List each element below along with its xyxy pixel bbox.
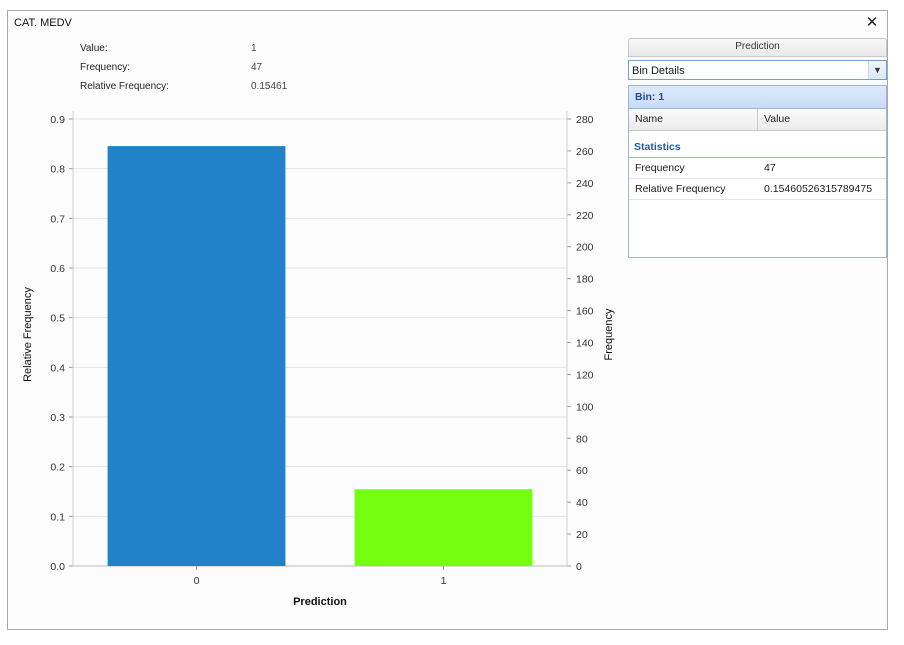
hover-frequency: 47 [251,62,263,73]
hover-info: Value: 1 Frequency: 47 Relative Frequenc… [80,43,287,93]
x-axis-title: Prediction [293,596,347,608]
y-tick-label: 0.0 [50,561,65,573]
bar [354,489,533,566]
y2-tick-label: 20 [576,529,588,541]
y2-tick-label: 260 [576,146,594,158]
y2-tick-label: 220 [576,210,594,222]
hover-frequency-label: Frequency: [80,62,131,73]
row-name: Relative Frequency [635,183,726,195]
bar [107,146,286,567]
statistics-section: Statistics [629,131,886,158]
y-tick-label: 0.6 [50,263,65,275]
close-icon[interactable]: ✕ [865,14,879,31]
hover-relfreq-label: Relative Frequency: [80,81,169,92]
hover-value-label: Value: [80,43,108,54]
y2-tick-label: 160 [576,306,594,318]
view-select[interactable]: Bin Details ▼ [628,60,887,80]
y-tick-label: 0.4 [50,362,65,374]
y2-tick-label: 200 [576,242,594,254]
view-select-value: Bin Details [632,65,685,77]
y-tick-label: 0.7 [50,213,65,225]
y2-tick-label: 0 [576,561,582,573]
y-tick-label: 0.3 [50,412,65,424]
y2-tick-label: 180 [576,274,594,286]
x-tick-label: 0 [194,575,200,587]
row-name: Frequency [635,162,685,174]
row-value: 47 [764,162,776,174]
table-row[interactable]: Frequency 47 [629,158,886,179]
y2-tick-label: 40 [576,497,588,509]
y-tick-label: 0.5 [50,313,65,325]
y-tick-label: 0.9 [50,114,65,126]
y2-tick-label: 60 [576,465,588,477]
y-tick-label: 0.2 [50,462,65,474]
hover-value: 1 [251,43,257,54]
y-tick-label: 0.1 [50,511,65,523]
y2-tick-label: 280 [576,114,594,126]
y2-axis-title: Frequency [603,308,615,360]
y-axis-title: Relative Frequency [22,287,34,382]
row-value: 0.15460526315789475 [764,183,873,195]
grid-column-headers: Name Value [629,109,886,131]
panel-header: Prediction [628,38,887,57]
chevron-down-icon[interactable]: ▼ [868,61,886,79]
bin-header: Bin: 1 [629,86,886,109]
table-row[interactable]: Relative Frequency 0.15460526315789475 [629,179,886,200]
y2-tick-label: 140 [576,338,594,350]
y2-tick-label: 100 [576,401,594,413]
y2-tick-label: 80 [576,433,588,445]
window-title: CAT. MEDV [14,17,72,29]
y-tick-label: 0.8 [50,164,65,176]
column-header-value[interactable]: Value [764,113,791,125]
details-panel: Prediction Bin Details ▼ Bin: 1 Name Val… [628,38,887,258]
hover-relfreq: 0.15461 [251,81,288,92]
y2-tick-label: 240 [576,178,594,190]
bin-details-grid: Bin: 1 Name Value Statistics Frequency 4… [628,85,887,258]
x-tick-label: 1 [441,575,447,587]
y2-tick-label: 120 [576,369,594,381]
column-header-name[interactable]: Name [629,109,758,130]
